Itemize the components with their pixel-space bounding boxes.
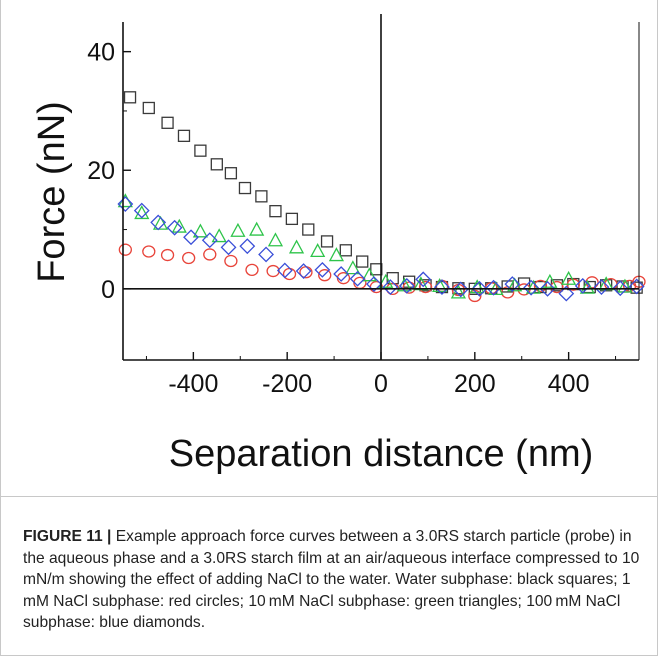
square-point bbox=[269, 205, 282, 218]
circle-point bbox=[418, 280, 433, 294]
diamond-point bbox=[258, 246, 274, 263]
triangle-point bbox=[310, 243, 326, 258]
diamond-point bbox=[612, 280, 629, 297]
caption-divider bbox=[1, 496, 657, 497]
diamond-point bbox=[276, 262, 293, 279]
triangle-point bbox=[267, 232, 284, 247]
triangle-point bbox=[288, 239, 305, 254]
diamond-point bbox=[593, 279, 610, 295]
circle-point bbox=[182, 251, 196, 265]
series-diamond bbox=[117, 196, 645, 302]
diamond-point bbox=[398, 277, 415, 294]
square-point bbox=[356, 255, 369, 268]
square-point bbox=[255, 190, 268, 203]
triangle-point bbox=[230, 222, 246, 237]
triangle-point bbox=[171, 218, 187, 233]
triangle-point bbox=[617, 278, 633, 293]
caption-text: Example approach force curves between a … bbox=[23, 528, 640, 631]
circle-point bbox=[245, 263, 259, 277]
square-point bbox=[302, 223, 315, 236]
square-point bbox=[177, 129, 191, 143]
diamond-point bbox=[485, 279, 502, 296]
circle-point bbox=[160, 248, 175, 262]
diamond-point bbox=[539, 280, 556, 297]
square-point bbox=[224, 167, 238, 180]
square-point bbox=[142, 101, 155, 115]
square-point bbox=[194, 144, 207, 157]
diamond-point bbox=[183, 229, 199, 246]
diamond-point bbox=[434, 279, 450, 295]
x-tick-label: 200 bbox=[454, 370, 496, 398]
triangle-point bbox=[450, 284, 466, 299]
diamond-point bbox=[523, 279, 540, 296]
series-square bbox=[123, 91, 643, 295]
diamond-point bbox=[628, 278, 645, 295]
diamond-point bbox=[133, 202, 150, 219]
triangle-point bbox=[328, 247, 345, 262]
circle-point bbox=[142, 245, 156, 258]
diamond-point bbox=[382, 279, 399, 295]
square-point bbox=[210, 158, 223, 171]
diamond-point bbox=[314, 261, 331, 278]
diamond-point bbox=[574, 277, 591, 294]
diamond-point bbox=[295, 263, 312, 279]
diamond-point bbox=[201, 232, 218, 249]
circle-point bbox=[533, 279, 548, 293]
diamond-point bbox=[220, 239, 237, 256]
y-tick-label: 20 bbox=[87, 157, 115, 185]
diamond-point bbox=[333, 266, 350, 282]
circle-point bbox=[266, 264, 280, 278]
diamond-point bbox=[471, 280, 488, 297]
figure-label: FIGURE 11 | bbox=[23, 528, 112, 545]
square-point bbox=[370, 263, 383, 276]
x-tick-label: -200 bbox=[262, 370, 312, 398]
diamond-point bbox=[558, 285, 575, 302]
triangle-point bbox=[345, 260, 361, 275]
axes: -400 -200 0 200 400 0 20 40 bbox=[87, 14, 640, 398]
x-tick-label: -400 bbox=[168, 370, 218, 398]
square-point bbox=[123, 91, 137, 104]
y-tick-label: 0 bbox=[101, 276, 115, 304]
circle-point bbox=[224, 254, 238, 268]
circle-point bbox=[203, 248, 217, 261]
diamond-point bbox=[452, 281, 469, 298]
square-point bbox=[320, 235, 334, 248]
diamond-point bbox=[349, 270, 366, 287]
y-axis-label: Force (nN) bbox=[31, 101, 73, 283]
square-point bbox=[161, 116, 174, 129]
triangle-point bbox=[542, 273, 558, 288]
x-tick-label: 400 bbox=[548, 370, 590, 398]
x-axis-label: Separation distance (nm) bbox=[169, 433, 594, 475]
triangle-point bbox=[192, 223, 208, 238]
triangle-point bbox=[361, 267, 377, 282]
circle-point bbox=[118, 243, 132, 256]
square-point bbox=[285, 212, 299, 226]
diamond-point bbox=[166, 219, 183, 236]
triangle-point bbox=[249, 221, 265, 236]
triangle-point bbox=[561, 270, 577, 285]
x-tick-label: 0 bbox=[374, 370, 388, 398]
plot-area bbox=[117, 91, 646, 303]
square-point bbox=[339, 244, 352, 257]
y-tick-label: 40 bbox=[87, 39, 115, 67]
diamond-point bbox=[504, 276, 521, 293]
diamond-point bbox=[366, 276, 382, 293]
diamond-point bbox=[117, 196, 134, 212]
diamond-point bbox=[239, 238, 256, 255]
diamond-point bbox=[415, 271, 432, 288]
circle-point bbox=[318, 269, 332, 282]
square-point bbox=[238, 181, 252, 195]
force-chart: -400 -200 0 200 400 0 20 40 Force (nN) Separati… bbox=[31, 14, 646, 475]
figure-caption: FIGURE 11 | Example approach force curve… bbox=[23, 526, 648, 634]
triangle-point bbox=[211, 228, 227, 243]
diamond-point bbox=[150, 214, 167, 231]
triangle-point bbox=[579, 279, 595, 294]
